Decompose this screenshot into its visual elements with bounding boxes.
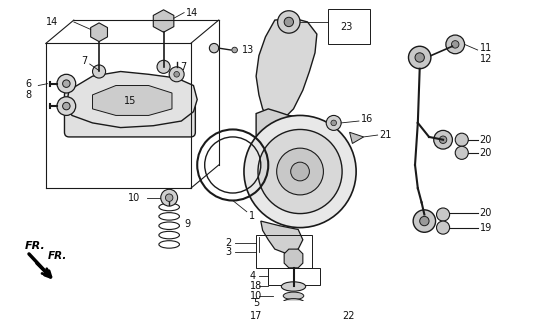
Text: 14: 14 (46, 17, 58, 27)
Text: 21: 21 (380, 130, 392, 140)
Text: 6: 6 (25, 79, 32, 89)
Text: 17: 17 (250, 311, 262, 320)
Bar (268, 268, 320, 284)
Text: FR.: FR. (25, 241, 46, 251)
Text: 7: 7 (81, 56, 88, 66)
Text: 9: 9 (184, 219, 190, 229)
Circle shape (452, 41, 459, 48)
Circle shape (440, 136, 447, 143)
Circle shape (258, 130, 342, 213)
Text: 12: 12 (479, 54, 492, 64)
Polygon shape (91, 23, 108, 42)
Circle shape (57, 74, 76, 93)
Circle shape (455, 133, 468, 146)
Circle shape (284, 17, 294, 27)
Circle shape (174, 71, 180, 77)
Ellipse shape (283, 292, 304, 300)
Circle shape (436, 208, 449, 221)
Text: 20: 20 (479, 148, 492, 158)
Circle shape (165, 194, 173, 201)
Text: 19: 19 (479, 223, 492, 233)
Ellipse shape (281, 282, 306, 291)
Text: FR.: FR. (48, 251, 67, 261)
Ellipse shape (282, 299, 305, 308)
Circle shape (232, 47, 237, 53)
Text: 23: 23 (340, 22, 353, 32)
Circle shape (409, 46, 431, 69)
Text: 20: 20 (479, 208, 492, 218)
Polygon shape (254, 109, 350, 224)
Polygon shape (284, 306, 303, 320)
FancyBboxPatch shape (65, 90, 195, 137)
Circle shape (413, 210, 436, 232)
Circle shape (57, 97, 76, 116)
Text: 11: 11 (479, 43, 492, 53)
Polygon shape (92, 85, 172, 116)
Polygon shape (350, 132, 363, 143)
Text: 15: 15 (123, 96, 136, 107)
Text: 14: 14 (186, 8, 198, 18)
Circle shape (420, 216, 429, 226)
Polygon shape (284, 249, 303, 268)
Bar (328, 9, 370, 44)
Circle shape (63, 80, 70, 87)
Circle shape (209, 44, 219, 53)
Text: 18: 18 (250, 282, 262, 292)
Polygon shape (261, 221, 303, 254)
Polygon shape (66, 71, 197, 128)
Text: 16: 16 (361, 114, 373, 124)
Text: 22: 22 (342, 311, 355, 320)
Circle shape (326, 116, 341, 130)
Polygon shape (256, 18, 317, 123)
Text: 1: 1 (249, 212, 255, 221)
Circle shape (277, 148, 324, 195)
Circle shape (436, 221, 449, 234)
Bar (256, 235, 312, 268)
Text: 10: 10 (250, 291, 262, 301)
Circle shape (331, 120, 337, 126)
Text: 3: 3 (225, 247, 231, 257)
Text: 10: 10 (128, 193, 140, 203)
Circle shape (446, 35, 465, 54)
Circle shape (169, 67, 184, 82)
Text: 7: 7 (181, 62, 187, 72)
Text: 20: 20 (479, 135, 492, 145)
Circle shape (277, 11, 300, 33)
Circle shape (157, 60, 170, 73)
Text: 5: 5 (254, 298, 259, 308)
Text: 13: 13 (242, 45, 255, 55)
Circle shape (161, 189, 177, 206)
Text: 8: 8 (25, 90, 32, 100)
Circle shape (92, 65, 106, 78)
Circle shape (290, 162, 310, 181)
Text: 2: 2 (225, 237, 232, 248)
Circle shape (455, 146, 468, 159)
Polygon shape (153, 10, 174, 32)
Text: 4: 4 (250, 271, 256, 281)
Circle shape (63, 102, 70, 110)
Circle shape (415, 53, 424, 62)
Circle shape (434, 130, 453, 149)
Circle shape (244, 116, 356, 228)
